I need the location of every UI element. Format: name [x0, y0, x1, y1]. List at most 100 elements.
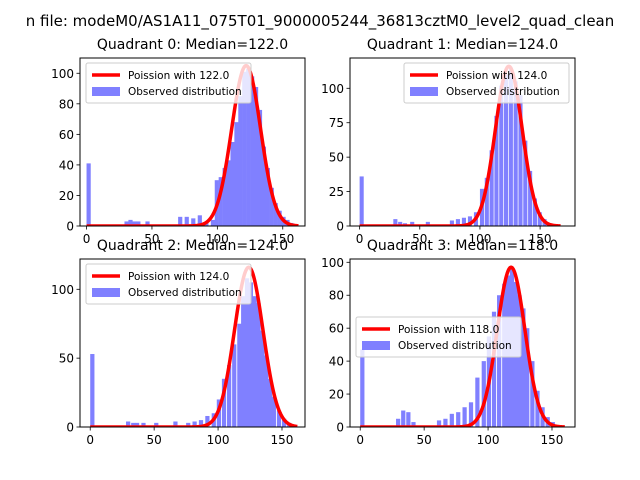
y-tick-label: 60 [329, 322, 344, 336]
histogram-bar [90, 354, 95, 427]
histogram-bar [253, 87, 259, 226]
histogram-bar [517, 295, 522, 427]
histogram-bar [528, 170, 533, 226]
histogram-bar [530, 361, 535, 427]
histogram-bar [154, 422, 159, 427]
histogram-bar [425, 221, 430, 226]
histogram-bar [504, 74, 509, 226]
y-tick-label: 20 [59, 189, 74, 203]
x-tick-label: 150 [271, 433, 294, 447]
legend-box [85, 263, 252, 305]
y-tick-label: 0 [66, 220, 74, 234]
histogram-bar [497, 295, 502, 427]
y-tick-label: 0 [66, 421, 74, 435]
histogram-bar [494, 115, 499, 226]
histogram-bar [221, 378, 227, 427]
y-tick-label: 50 [59, 352, 74, 366]
y-tick-label: 75 [329, 116, 344, 130]
x-tick-label: 0 [83, 232, 91, 246]
legend-bar-swatch [92, 288, 120, 297]
histogram-bar [226, 160, 231, 226]
histogram-bar [443, 418, 448, 427]
axes-frame [79, 57, 306, 227]
y-tick-label: 100 [321, 82, 344, 96]
legend: Poission with 118.0 Observed distribution [355, 316, 522, 358]
histogram-bar [401, 410, 406, 427]
histogram-bar [484, 177, 489, 226]
histogram-bar [204, 222, 209, 226]
x-tick-label: 150 [271, 232, 294, 246]
histogram-bar [532, 198, 537, 226]
y-tick-label: 20 [329, 388, 344, 402]
figure-suptitle: n file: modeM0/AS1A11_075T01_9000005244_… [26, 12, 615, 31]
y-tick-label: 0 [336, 220, 344, 234]
histogram-bar [406, 412, 411, 427]
y-tick-label: 80 [329, 289, 344, 303]
histogram-bar [461, 217, 466, 226]
histogram-bar [241, 296, 246, 427]
histogram-bar [456, 412, 461, 427]
histogram-bar [205, 415, 210, 427]
histogram-bar [499, 85, 504, 226]
quadrant-1-plot: 0 50 100 150 0 25 50 75 100 Poission with 124.0 Ob… [321, 37, 576, 246]
histogram-bar [518, 95, 523, 226]
quadrant-1-title: Quadrant 1: Median=124.0 [367, 37, 558, 53]
legend-label-observed: Observed distribution [128, 287, 242, 299]
y-tick-label: 100 [51, 67, 74, 81]
legend-box [355, 316, 522, 358]
histogram-bar [246, 68, 251, 226]
y-tick-label: 0 [336, 421, 344, 435]
legend: Poission with 124.0 Observed distribution [85, 263, 252, 305]
x-tick-label: 100 [477, 433, 500, 447]
histogram-bar [467, 216, 473, 226]
histogram-bars [359, 67, 557, 226]
histogram-bar [136, 221, 141, 226]
histogram-bar [260, 330, 265, 427]
x-tick-label: 50 [417, 433, 432, 447]
quadrant-3-plot: 0 50 100 150 0 20 40 60 80 100 Poission with 118.0… [321, 238, 576, 447]
histogram-bar [521, 308, 526, 427]
histogram-bar [250, 76, 255, 226]
legend-bar-swatch [362, 341, 390, 350]
x-tick-label: 0 [86, 433, 94, 447]
histogram-bar [265, 167, 270, 226]
histogram-bar [248, 282, 253, 427]
legend: Poission with 124.0 Observed distribution [403, 62, 570, 104]
quadrant-0-plot: 0 50 100 150 0 20 40 60 80 100 Poission with 122.0… [51, 37, 306, 246]
y-tick-label: 50 [329, 151, 344, 165]
x-tick-label: 0 [356, 433, 364, 447]
histogram-bar [513, 81, 518, 226]
histogram-bar [186, 422, 191, 427]
histogram-bar [359, 176, 364, 226]
histogram-bar [475, 377, 480, 427]
axes-frame [349, 57, 576, 227]
histogram-bar [396, 418, 401, 427]
histogram-bar [128, 219, 133, 226]
histogram-bar [198, 420, 204, 427]
histogram-bar [210, 219, 215, 226]
histogram-bar [261, 146, 267, 226]
histogram-bar [197, 215, 202, 226]
histogram-bar [230, 142, 235, 226]
x-tick-label: 150 [529, 232, 552, 246]
legend-label-observed: Observed distribution [128, 86, 242, 98]
quadrant-0-title: Quadrant 0: Median=122.0 [97, 37, 288, 53]
legend-label-fit: Poission with 118.0 [398, 324, 499, 336]
y-tick-label: 80 [59, 97, 74, 111]
histogram-bar [184, 216, 189, 226]
legend: Poission with 122.0 Observed distribution [85, 62, 252, 104]
histogram-bar [126, 421, 131, 427]
y-tick-label: 100 [51, 283, 74, 297]
histogram-bar [242, 71, 247, 226]
histogram-bar [411, 422, 416, 427]
histogram-bar [481, 361, 486, 427]
x-tick-label: 50 [412, 232, 427, 246]
histogram-bar [218, 177, 223, 226]
histogram-bar [410, 221, 415, 226]
histogram-bar [277, 210, 282, 226]
y-tick-label: 40 [59, 158, 74, 172]
histogram-bar [192, 421, 197, 427]
legend-bar-swatch [92, 87, 120, 96]
histogram-bar [232, 344, 237, 427]
